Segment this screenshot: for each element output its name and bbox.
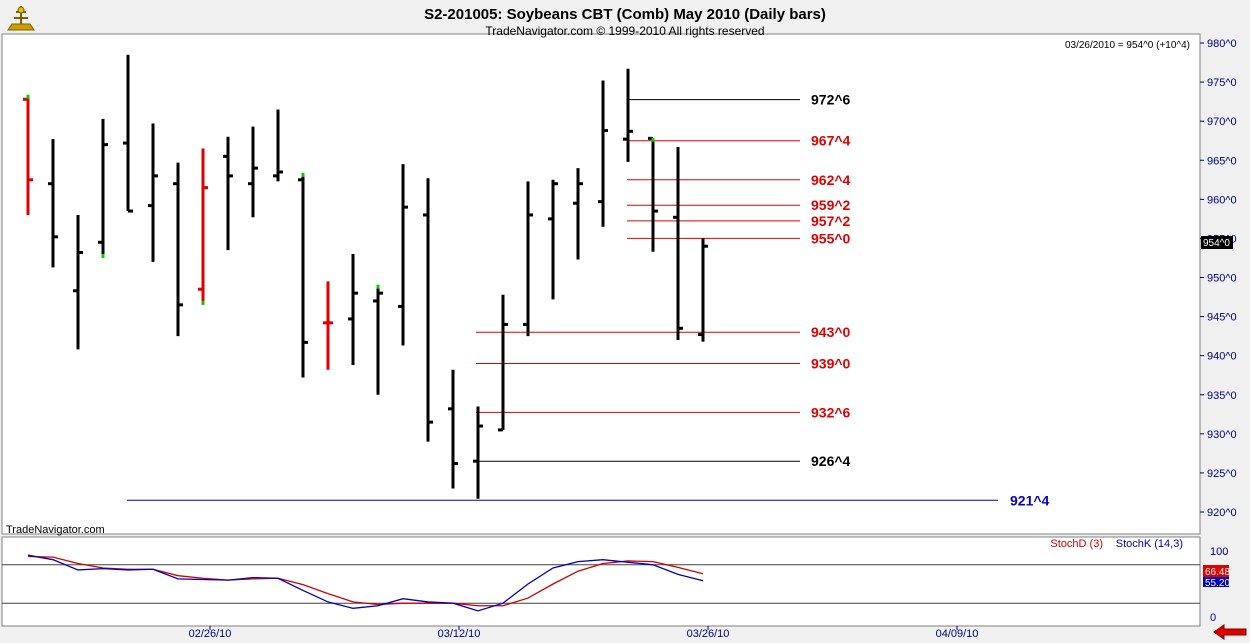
copyright-text: TradeNavigator.com © 1999-2010 All right…	[485, 24, 764, 38]
price-tick-label: 925^0	[1207, 468, 1237, 480]
price-bar	[598, 80, 608, 227]
pivot-marker	[301, 172, 305, 177]
price-tick-label: 950^0	[1207, 273, 1237, 285]
price-panel	[1, 33, 1201, 535]
chart-title: S2-201005: Soybeans CBT (Comb) May 2010 …	[424, 6, 826, 23]
level-label: 955^0	[811, 230, 851, 246]
price-tick-label: 965^0	[1207, 155, 1237, 167]
level-label: 921^4	[1010, 492, 1050, 508]
price-bar	[123, 54, 133, 213]
price-bar	[248, 126, 258, 218]
price-tick-label: 970^0	[1207, 116, 1237, 128]
level-label: 962^4	[811, 172, 851, 188]
stochastic-oscillator	[2, 554, 1200, 612]
pivot-marker	[651, 137, 655, 142]
level-label: 967^4	[811, 133, 851, 149]
price-bar	[473, 406, 483, 499]
price-bar	[198, 148, 208, 301]
watermark-text: TradeNavigator.com	[6, 524, 105, 536]
stochK-legend: StochK (14,3)	[1116, 538, 1183, 550]
price-tick-label: 935^0	[1207, 390, 1237, 402]
price-bar	[148, 123, 158, 262]
price-bar	[398, 164, 408, 346]
price-bar	[448, 369, 458, 489]
stoch-tick-100: 100	[1210, 546, 1228, 558]
stoch-tick-0: 0	[1210, 612, 1216, 624]
level-label: 959^2	[811, 197, 851, 213]
date-tick-label: 02/26/10	[189, 628, 232, 640]
last-price-tag: 954^0	[1201, 236, 1233, 249]
stochD-tag	[1203, 565, 1229, 577]
stoch-panel	[1, 536, 1201, 627]
price-tick-label: 980^0	[1207, 38, 1237, 50]
price-bar	[348, 254, 358, 366]
price-tick-label: 945^0	[1207, 312, 1237, 324]
price-bar	[273, 109, 283, 182]
price-bar	[573, 168, 583, 260]
back-arrow-icon[interactable]	[1213, 624, 1247, 640]
price-bar	[173, 162, 183, 337]
pivot-marker	[201, 300, 205, 305]
level-label: 932^6	[811, 404, 851, 420]
price-bars	[23, 54, 708, 499]
price-bar	[23, 97, 33, 215]
price-bar	[298, 175, 308, 378]
stochD-last: 66.48	[1205, 567, 1230, 578]
date-tick-label: 04/09/10	[936, 628, 979, 640]
level-label: 972^6	[811, 92, 851, 108]
price-bar	[673, 146, 683, 341]
level-label: 926^4	[811, 453, 851, 469]
pivot-marker	[376, 284, 380, 289]
price-bar	[48, 139, 58, 268]
last-price-value: 954^0	[1203, 238, 1230, 249]
level-label: 939^0	[811, 355, 851, 371]
price-bar	[73, 214, 83, 350]
price-tick-label: 920^0	[1207, 507, 1237, 519]
price-bar	[223, 136, 233, 251]
quote-readout: 03/26/2010 = 954^0 (+10^4)	[1065, 40, 1190, 51]
stochK-last: 55.20	[1205, 578, 1230, 589]
price-axis: 920^0925^0930^0935^0940^0945^0950^0955^0…	[1200, 38, 1237, 519]
level-label: 943^0	[811, 324, 851, 340]
price-bar	[698, 238, 708, 342]
level-label: 957^2	[811, 213, 851, 229]
stochK-line	[27, 554, 704, 612]
price-bar	[423, 178, 433, 442]
price-tick-label: 975^0	[1207, 77, 1237, 89]
sextant-icon[interactable]	[7, 6, 35, 31]
price-tick-label: 960^0	[1207, 194, 1237, 206]
price-bar	[548, 179, 558, 300]
price-bar	[498, 294, 508, 432]
price-tick-label: 940^0	[1207, 351, 1237, 363]
date-tick-label: 03/12/10	[438, 628, 481, 640]
price-bar	[623, 68, 633, 162]
price-bar	[98, 118, 108, 255]
stochD-legend: StochD (3)	[1050, 538, 1103, 550]
pivot-marker	[26, 94, 30, 99]
date-tick-label: 03/26/10	[687, 628, 730, 640]
price-tick-label: 930^0	[1207, 429, 1237, 441]
date-axis: 02/26/10 03/12/10 03/26/10 04/09/10	[189, 626, 979, 640]
stochK-tag	[1203, 577, 1229, 587]
price-bar	[373, 287, 383, 395]
price-bar	[323, 281, 333, 370]
price-bar	[523, 181, 533, 337]
pivot-marker	[101, 254, 105, 259]
